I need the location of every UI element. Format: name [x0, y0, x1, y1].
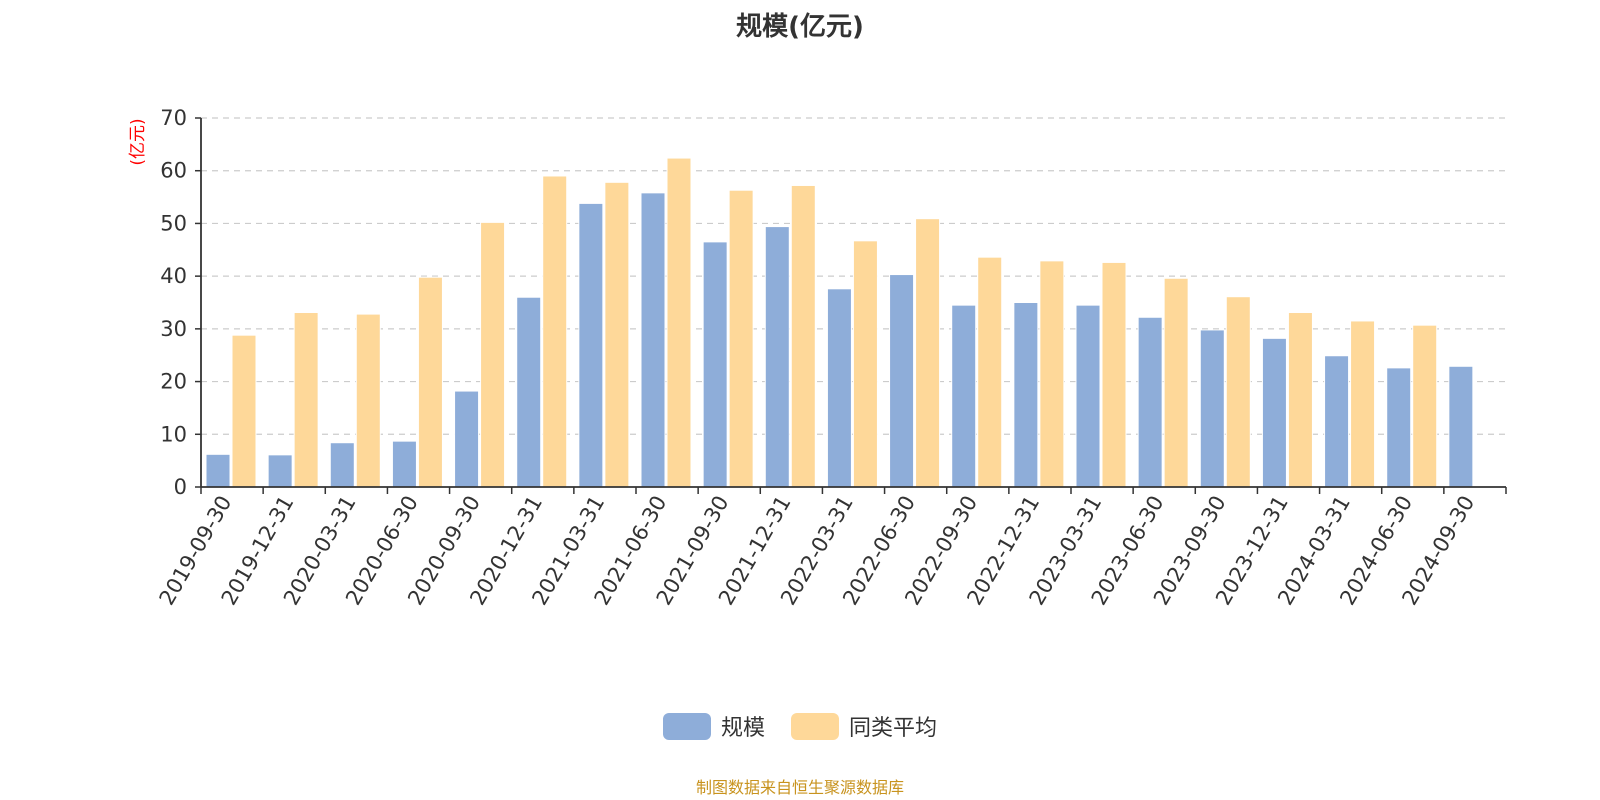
y-tick-label-40: 40 [160, 264, 187, 288]
y-axis-unit-label: (亿元) [128, 118, 148, 165]
bar-1-2021-09-30 [702, 241, 728, 488]
legend-item-series-1[interactable]: 规模 [662, 710, 765, 742]
bar-2-2023-09-30 [1225, 296, 1251, 488]
bar-2-2022-09-30 [977, 256, 1003, 488]
bar-1-2023-06-30 [1137, 316, 1163, 488]
bar-2-2020-06-30 [417, 276, 443, 488]
bar-1-2023-03-31 [1075, 304, 1101, 488]
bar-2-2021-06-30 [666, 157, 692, 488]
bar-1-2020-09-30 [454, 390, 480, 488]
legend-swatch-series-2 [791, 712, 839, 740]
bar-2-2019-12-31 [293, 312, 319, 488]
bar-1-2020-03-31 [329, 442, 355, 488]
bar-2-2020-03-31 [355, 313, 381, 488]
bar-1-2020-06-30 [391, 440, 417, 488]
y-tick-label-70: 70 [160, 106, 187, 130]
legend-label-series-1: 规模 [720, 716, 765, 741]
bar-1-2020-12-31 [516, 296, 542, 488]
bar-2-2020-09-30 [480, 221, 506, 488]
bar-1-2023-09-30 [1199, 329, 1225, 488]
bar-1-2023-12-31 [1261, 337, 1287, 488]
bar-1-2019-09-30 [205, 453, 231, 488]
bar-1-2022-09-30 [951, 304, 977, 488]
y-tick-label-0: 0 [174, 475, 187, 499]
y-tick-label-50: 50 [160, 211, 187, 235]
bar-1-2022-06-30 [889, 274, 915, 488]
y-tick-label-30: 30 [160, 317, 187, 341]
bar-2-2021-12-31 [790, 184, 816, 488]
bar-1-2022-03-31 [826, 288, 852, 488]
bar-2-2024-03-31 [1350, 320, 1376, 488]
bar-1-2021-12-31 [764, 226, 790, 488]
y-tick-label-10: 10 [160, 422, 187, 446]
bar-2-2023-12-31 [1287, 312, 1313, 488]
legend-item-series-2[interactable]: 同类平均 [791, 710, 937, 742]
legend: 规模 同类平均 [0, 710, 1600, 742]
data-source-note: 制图数据来自恒生聚源数据库 [695, 778, 904, 797]
bar-2-2023-06-30 [1163, 277, 1189, 488]
bar-2-2019-09-30 [231, 334, 257, 488]
y-tick-label-20: 20 [160, 370, 187, 394]
bar-1-2024-06-30 [1386, 367, 1412, 488]
legend-swatch-series-1 [662, 712, 711, 740]
bar-1-2022-12-31 [1013, 302, 1039, 488]
bar-2-2022-06-30 [915, 218, 941, 488]
bar-1-2024-09-30 [1448, 365, 1474, 488]
bar-2-2023-03-31 [1101, 261, 1127, 488]
bar-1-2019-12-31 [267, 454, 293, 488]
bar-chart: 0102030405060702019-09-302019-12-312020-… [128, 106, 1507, 609]
y-tick-label-60: 60 [160, 159, 187, 183]
legend-label-series-2: 同类平均 [849, 716, 938, 741]
bar-2-2020-12-31 [542, 175, 568, 488]
bar-1-2021-06-30 [640, 192, 666, 488]
bar-1-2024-03-31 [1324, 355, 1350, 488]
bar-2-2022-03-31 [852, 240, 878, 488]
bar-2-2021-09-30 [728, 189, 754, 488]
bar-1-2021-03-31 [578, 202, 604, 488]
bar-2-2022-12-31 [1039, 260, 1065, 488]
chart-title: 规模(亿元) [736, 12, 864, 42]
bar-2-2024-06-30 [1412, 324, 1438, 488]
bar-2-2021-03-31 [604, 181, 630, 488]
